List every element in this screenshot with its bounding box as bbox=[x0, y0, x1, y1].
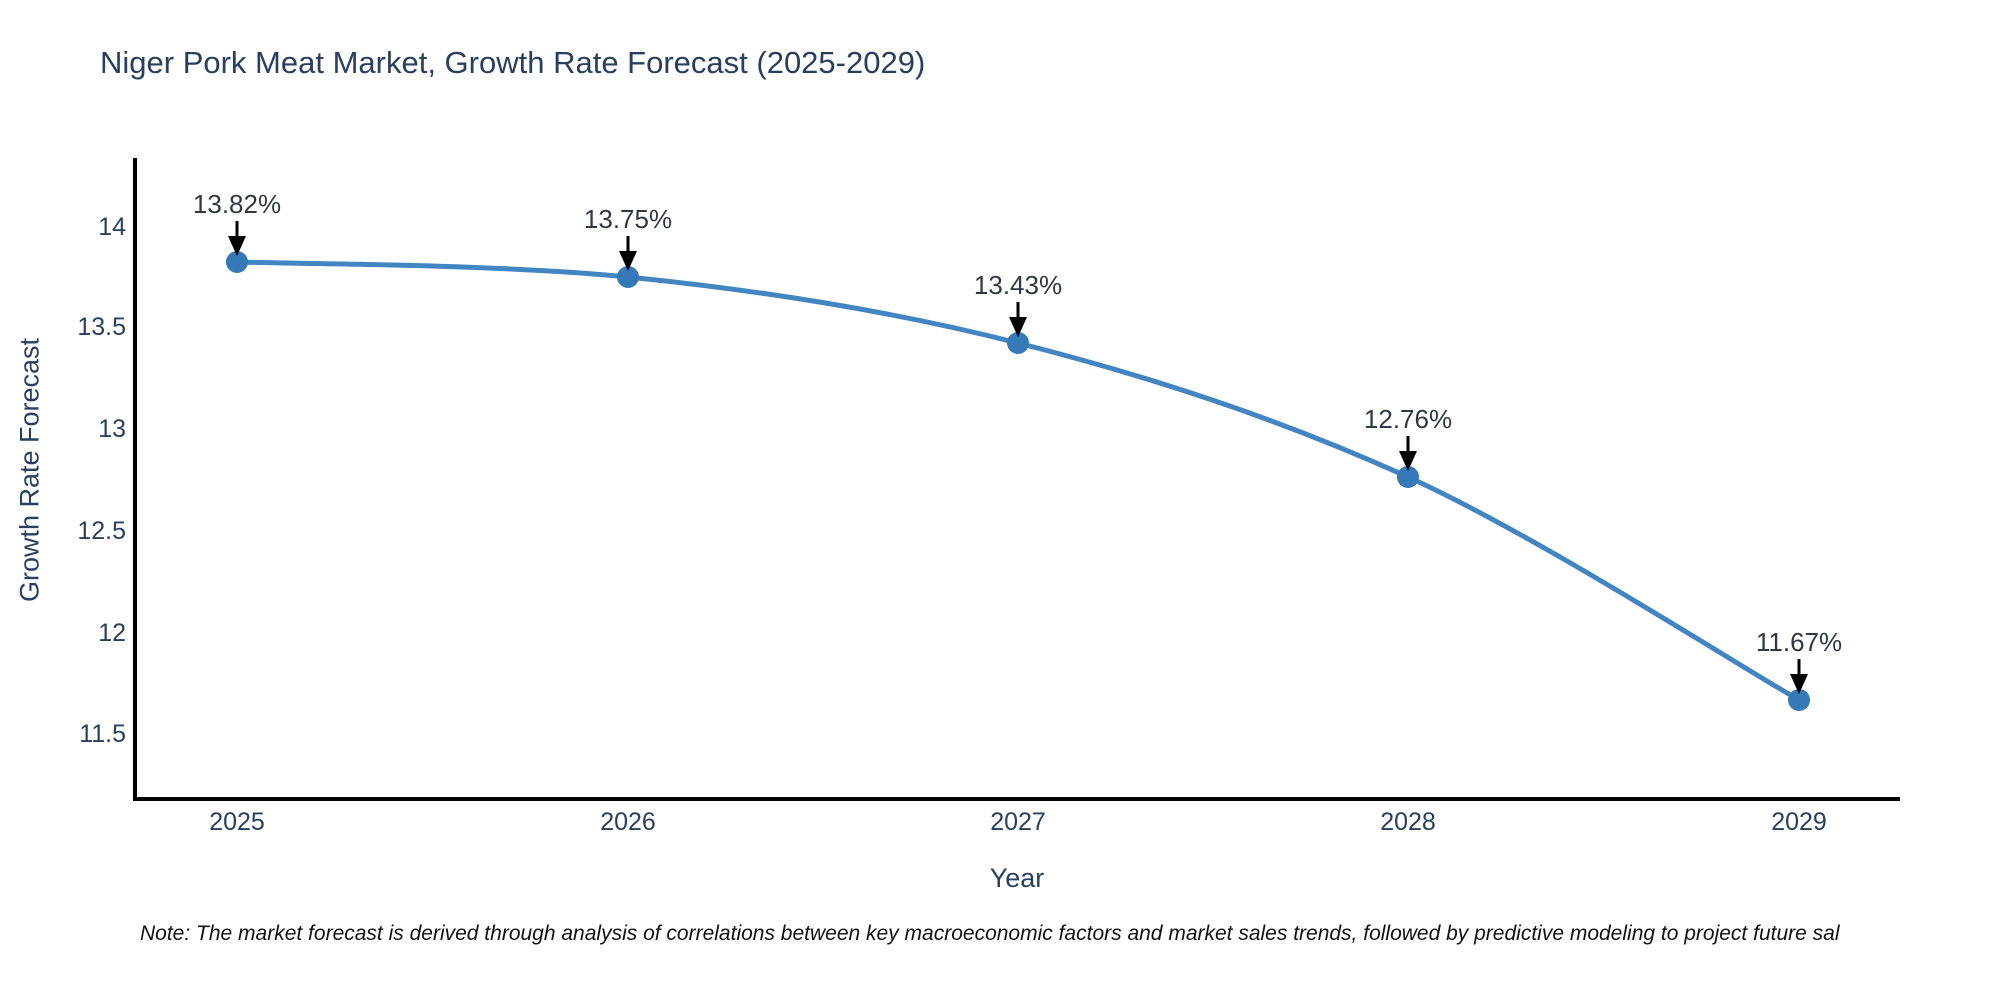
x-tick-label: 2027 bbox=[990, 808, 1046, 836]
y-tick-label: 11.5 bbox=[79, 720, 126, 748]
data-point-2025[interactable] bbox=[226, 251, 248, 273]
x-tick-label: 2028 bbox=[1380, 808, 1436, 836]
y-tick-label: 12 bbox=[98, 619, 126, 647]
point-annotation-2029: 11.67% bbox=[1755, 627, 1843, 657]
data-point-2027[interactable] bbox=[1007, 332, 1029, 354]
data-point-2029[interactable] bbox=[1788, 689, 1810, 711]
point-annotation-2028: 12.76% bbox=[1363, 404, 1453, 434]
y-tick-label: 12.5 bbox=[77, 517, 126, 545]
point-annotation-2025: 13.82% bbox=[192, 189, 282, 219]
y-tick-label: 14 bbox=[98, 213, 126, 241]
y-tick-label: 13.5 bbox=[77, 313, 126, 341]
chart-title: Niger Pork Meat Market, Growth Rate Fore… bbox=[100, 45, 926, 80]
annotation-arrow-2025 bbox=[228, 221, 246, 256]
point-annotation-2026: 13.75% bbox=[583, 204, 673, 234]
x-tick-label: 2026 bbox=[600, 808, 656, 836]
data-point-2028[interactable] bbox=[1397, 466, 1419, 488]
annotation-arrow-2028 bbox=[1399, 436, 1417, 471]
annotation-arrow-2027 bbox=[1009, 302, 1027, 337]
annotation-arrow-2026 bbox=[619, 236, 637, 271]
data-point-2026[interactable] bbox=[617, 266, 639, 288]
point-annotation-2027: 13.43% bbox=[973, 270, 1063, 300]
footnote: Note: The market forecast is derived thr… bbox=[140, 922, 1840, 945]
x-axis-title: Year bbox=[989, 863, 1045, 893]
annotation-arrow-2029 bbox=[1790, 659, 1808, 694]
y-axis-title: Growth Rate Forecast bbox=[14, 337, 45, 603]
y-tick-label: 13 bbox=[98, 415, 126, 443]
x-tick-label: 2029 bbox=[1771, 808, 1827, 836]
x-tick-label: 2025 bbox=[209, 808, 265, 836]
